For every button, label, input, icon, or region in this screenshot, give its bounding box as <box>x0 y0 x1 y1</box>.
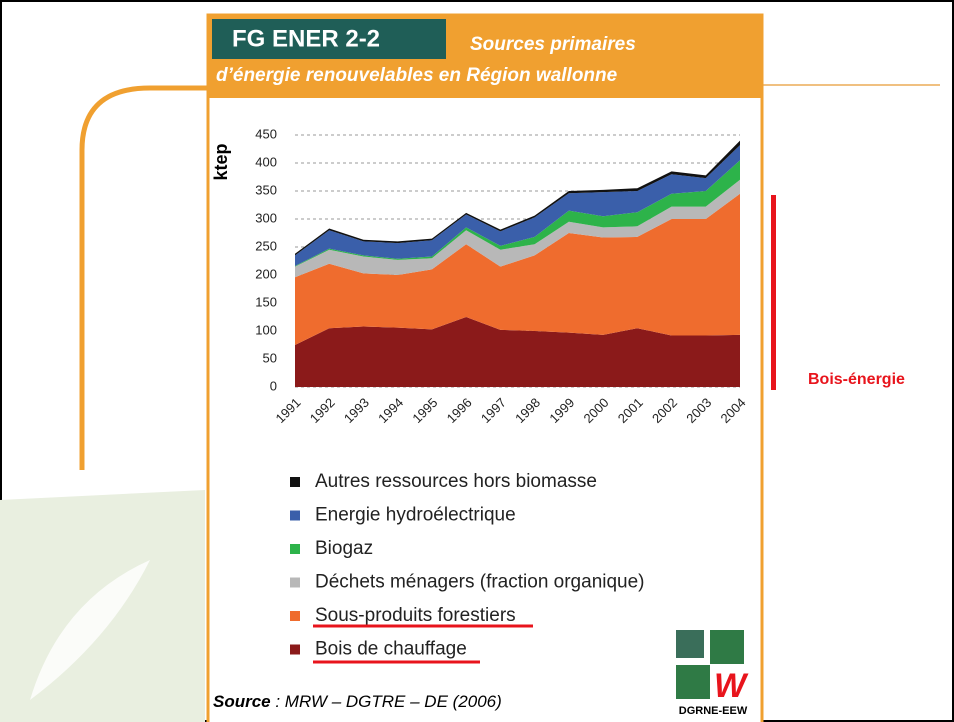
y-tick-label: 50 <box>263 350 277 365</box>
legend-swatch <box>290 477 300 487</box>
header-code-box <box>212 19 446 59</box>
area <box>295 193 740 345</box>
legend-label: Déchets ménagers (fraction organique) <box>315 572 645 593</box>
area <box>295 179 740 278</box>
y-tick-label: 150 <box>255 294 277 309</box>
y-tick-label: 300 <box>255 210 277 225</box>
y-tick-label: 450 <box>255 126 277 141</box>
legend-label: Energie hydroélectrique <box>315 505 516 526</box>
y-tick-label: 100 <box>255 322 277 337</box>
logo-mark: W <box>714 667 749 705</box>
decor-arc <box>79 85 208 470</box>
y-tick-label: 250 <box>255 238 277 253</box>
legend-swatch <box>290 510 300 521</box>
area <box>295 317 740 387</box>
y-tick-label: 400 <box>255 154 277 169</box>
legend-swatch <box>290 544 300 554</box>
legend-label: Biogaz <box>315 538 373 559</box>
legend-swatch <box>290 644 300 655</box>
header-title: Sources primaires <box>470 34 636 55</box>
y-tick-label: 350 <box>255 182 277 197</box>
source: Source : MRW – DGTRE – DE (2006) <box>213 692 502 711</box>
annotation-bar <box>771 195 776 390</box>
logo-block <box>676 665 710 699</box>
legend-label: Bois de chauffage <box>315 639 467 660</box>
legend: Bois de chauffage Sous-produits forestier… <box>290 471 645 660</box>
header-title: d’énergie renouvelables en Région wallon… <box>216 65 618 86</box>
legend-label: Sous-produits forestiers <box>315 605 516 626</box>
y-axis-label: ktep <box>211 143 231 180</box>
logo-block <box>710 630 744 664</box>
legend-swatch <box>290 611 300 621</box>
legend-label: Autres ressources hors biomasse <box>315 471 597 492</box>
source-text: : MRW – DGTRE – DE (2006) <box>271 692 502 711</box>
decor-leaf <box>30 560 150 700</box>
legend-swatch <box>290 577 300 588</box>
annotation: Bois-énergie <box>808 371 905 388</box>
y-tick-label: 200 <box>255 266 277 281</box>
logo-text: DGRNE-EEW <box>679 705 748 717</box>
source-label: Source <box>213 692 271 711</box>
area <box>295 160 740 267</box>
header-code: FG ENER 2-2 <box>232 25 380 52</box>
logo-block <box>676 630 704 658</box>
y-tick-label: 0 <box>270 378 277 393</box>
